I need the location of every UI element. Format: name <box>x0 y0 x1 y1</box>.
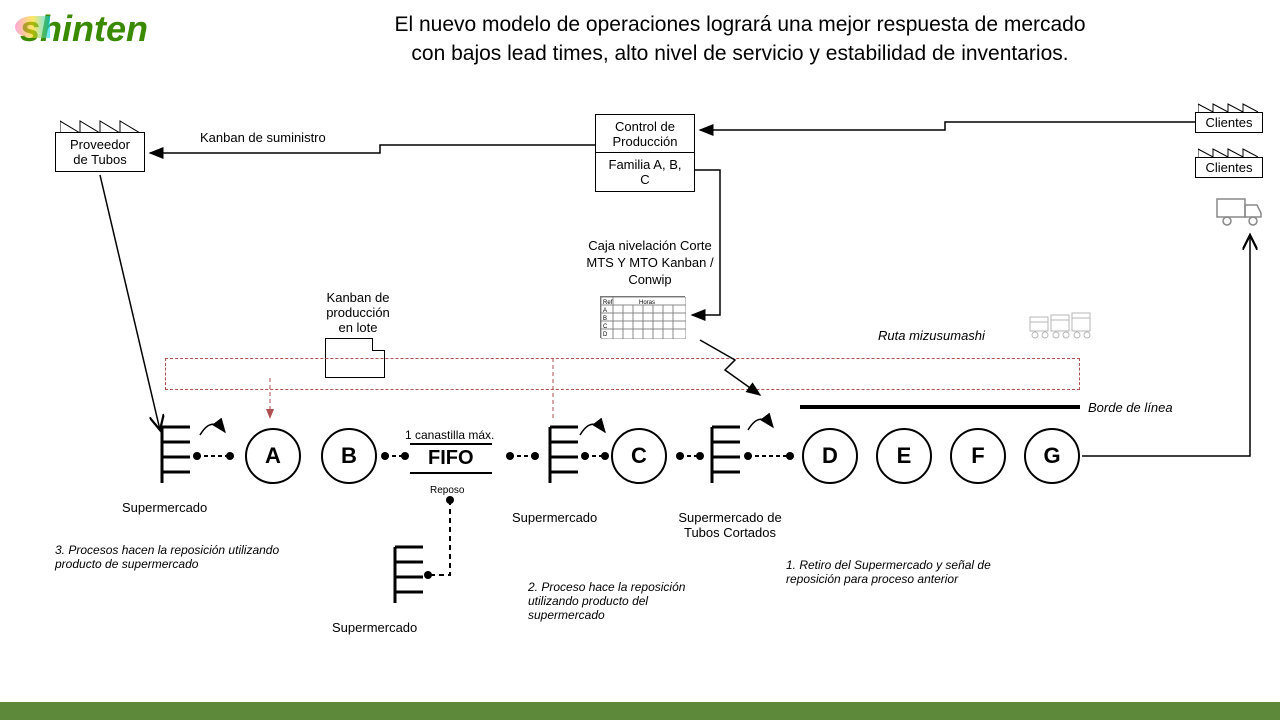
svg-text:B: B <box>603 316 607 322</box>
control-box: Control de Producción <box>595 114 695 154</box>
logo: shinten <box>20 8 148 50</box>
note-2: 2. Proceso hace la reposición utilizando… <box>528 580 708 622</box>
supermercado-label-1: Supermercado <box>122 500 207 515</box>
svg-text:D: D <box>603 332 608 338</box>
reposo-label: Reposo <box>430 485 464 496</box>
family-label: Familia A, B, C <box>609 157 682 187</box>
supermercado-label-2: Supermercado <box>512 510 597 525</box>
cart-icon <box>1025 305 1095 350</box>
process-d: D <box>802 428 858 484</box>
process-f: F <box>950 428 1006 484</box>
note-1: 1. Retiro del Supermercado y señal de re… <box>786 558 1016 586</box>
supermarket-icon-2 <box>548 425 580 485</box>
supplier-label: Proveedor de Tubos <box>70 137 130 167</box>
clients-box-1: Clientes <box>1195 112 1263 133</box>
clients-label-1: Clientes <box>1206 115 1253 130</box>
note-3: 3. Procesos hacen la reposición utilizan… <box>55 543 285 571</box>
svg-text:Ref: Ref <box>603 300 613 306</box>
process-e: E <box>876 428 932 484</box>
clients-roof-icon-2 <box>1198 145 1258 157</box>
title-line-2: con bajos lead times, alto nivel de serv… <box>411 42 1068 65</box>
footer-bar <box>0 702 1280 720</box>
control-label: Control de Producción <box>612 119 677 149</box>
supermarket-icon-1 <box>160 425 192 485</box>
kanban-prod-label: Kanban de producción en lote <box>318 290 398 335</box>
mizusumashi-route <box>165 358 1080 390</box>
fifo-lane: FIFO <box>410 443 492 474</box>
process-b: B <box>321 428 377 484</box>
svg-text:A: A <box>603 308 607 314</box>
title-line-1: El nuevo modelo de operaciones logrará u… <box>394 13 1085 36</box>
borde-label: Borde de línea <box>1088 400 1173 415</box>
truck-icon <box>1215 195 1265 235</box>
process-g: G <box>1024 428 1080 484</box>
clients-box-2: Clientes <box>1195 157 1263 178</box>
heijunka-grid-icon: Ref Horas A B C D <box>600 296 685 338</box>
caja-label: Caja nivelación Corte MTS Y MTO Kanban /… <box>580 238 720 289</box>
supplier-box: Proveedor de Tubos <box>55 132 145 172</box>
svg-text:Horas: Horas <box>639 300 655 306</box>
clients-label-2: Clientes <box>1206 160 1253 175</box>
family-box: Familia A, B, C <box>595 152 695 192</box>
ruta-label: Ruta mizusumashi <box>878 328 985 343</box>
supplier-roof-icon <box>60 115 140 133</box>
line-edge-bar <box>800 405 1080 409</box>
kanban-supply-label: Kanban de suministro <box>200 130 326 145</box>
supermarket-icon-3 <box>710 425 742 485</box>
process-a: A <box>245 428 301 484</box>
process-c: C <box>611 428 667 484</box>
super-tubos-label: Supermercado de Tubos Cortados <box>670 510 790 540</box>
page-title: El nuevo modelo de operaciones logrará u… <box>300 10 1180 69</box>
supermercado-label-4: Supermercado <box>332 620 417 635</box>
svg-text:C: C <box>603 324 608 330</box>
canastilla-label: 1 canastilla máx. <box>405 428 494 442</box>
clients-roof-icon-1 <box>1198 100 1258 112</box>
supermarket-icon-4 <box>393 545 425 605</box>
